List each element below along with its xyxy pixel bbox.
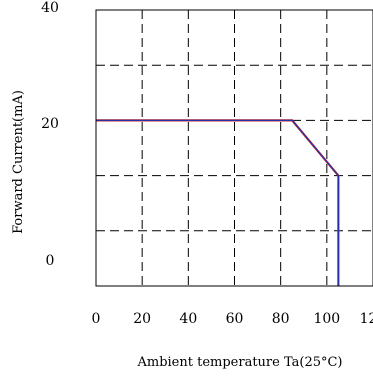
y-axis-label: Forward Current(mA) [11, 90, 26, 234]
x-tick-label: 120 [360, 311, 373, 327]
y-tick-label: 0 [46, 253, 55, 269]
x-tick-label: 20 [133, 311, 151, 327]
x-tick-label: 100 [313, 311, 340, 327]
series-line-1 [96, 119, 340, 286]
y-tick-label: 20 [41, 116, 59, 132]
series-line-2 [96, 119, 339, 286]
y-tick-labels: 0 20 40 [41, 0, 59, 269]
x-tick-label: 0 [92, 311, 101, 327]
series-group [96, 119, 340, 286]
plot-frame [95, 9, 373, 287]
y-tick-label: 40 [41, 0, 59, 16]
x-tick-label: 60 [226, 311, 244, 327]
x-tick-labels: 0 20 40 60 80 100 120 [92, 311, 373, 327]
grid [96, 10, 373, 286]
x-tick-label: 80 [272, 311, 290, 327]
x-axis-label: Ambient temperature Ta(25°C) [136, 355, 342, 370]
x-tick-label: 40 [179, 311, 197, 327]
